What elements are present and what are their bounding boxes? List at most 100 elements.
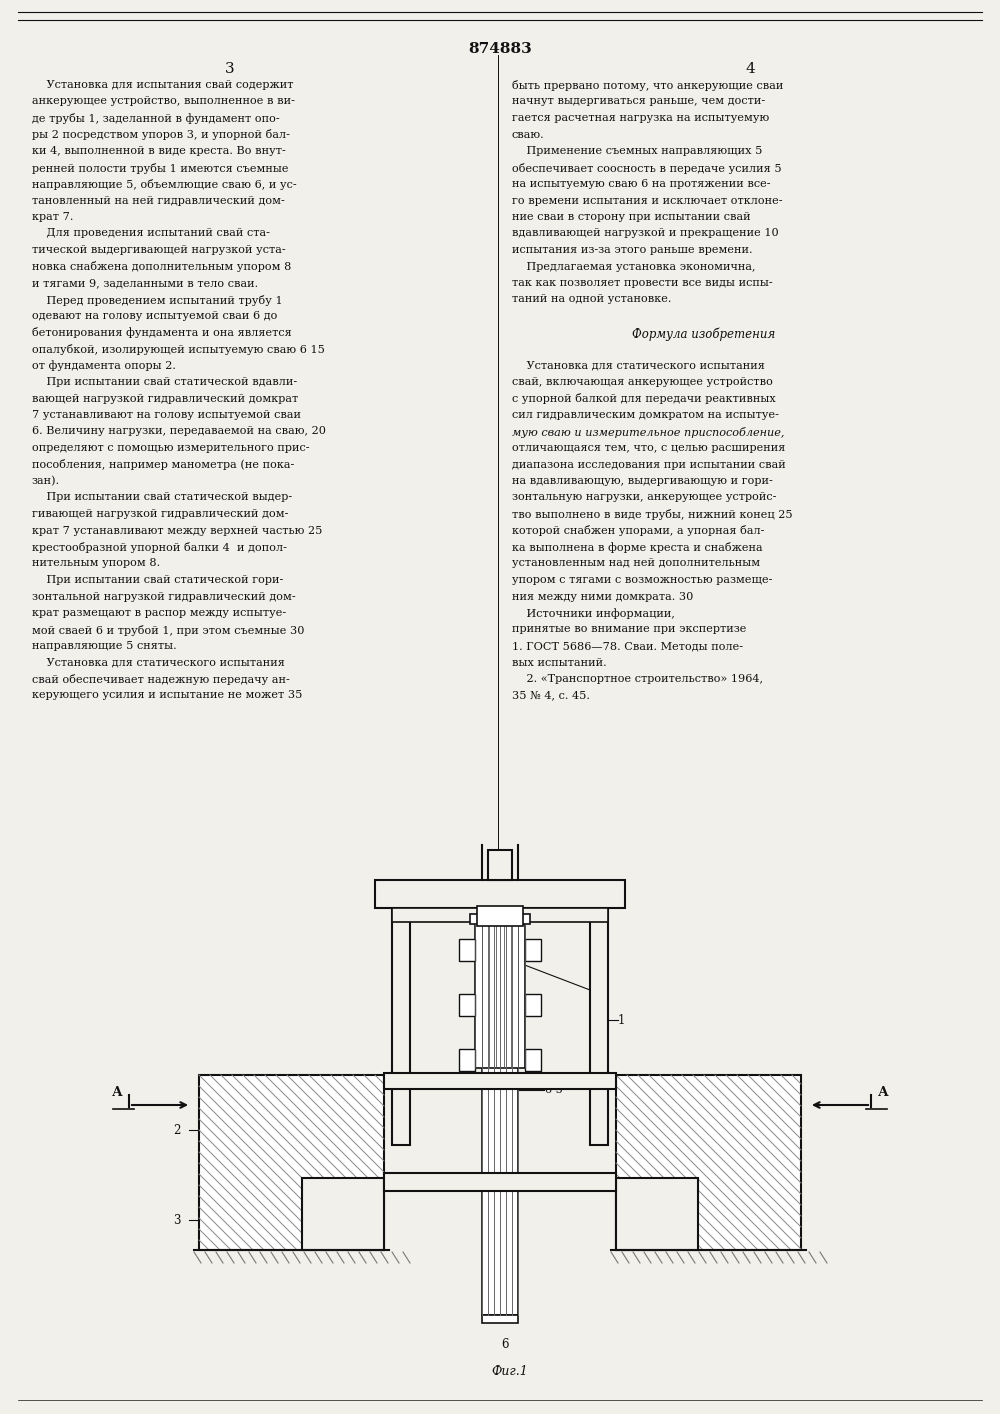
Text: упором с тягами с возможностью размеще-: упором с тягами с возможностью размеще- bbox=[512, 575, 772, 585]
Text: Применение съемных направляющих 5: Применение съемных направляющих 5 bbox=[512, 146, 762, 156]
Text: Формула изобретения: Формула изобретения bbox=[632, 328, 775, 341]
Text: ры 2 посредством упоров 3, и упорной бал-: ры 2 посредством упоров 3, и упорной бал… bbox=[32, 130, 290, 140]
Text: нительным упором 8.: нительным упором 8. bbox=[32, 559, 160, 568]
Text: А: А bbox=[112, 1086, 122, 1100]
Text: крестообразной упорной балки 4  и допол-: крестообразной упорной балки 4 и допол- bbox=[32, 542, 287, 553]
Text: крат размещают в распор между испытуе-: крат размещают в распор между испытуе- bbox=[32, 608, 286, 618]
Text: начнут выдергиваться раньше, чем дости-: начнут выдергиваться раньше, чем дости- bbox=[512, 96, 765, 106]
Text: сил гидравлическим домкратом на испытуе-: сил гидравлическим домкратом на испытуе- bbox=[512, 410, 779, 420]
Bar bbox=[384, 1073, 616, 1089]
Text: ние сваи в сторону при испытании свай: ние сваи в сторону при испытании свай bbox=[512, 212, 751, 222]
Bar bbox=[470, 913, 530, 923]
Text: крат 7 устанавливают между верхней частью 25: крат 7 устанавливают между верхней часть… bbox=[32, 526, 322, 536]
Text: зонтальной нагрузкой гидравлический дом-: зонтальной нагрузкой гидравлический дом- bbox=[32, 591, 296, 601]
Text: установленным над ней дополнительным: установленным над ней дополнительным bbox=[512, 559, 760, 568]
Text: которой снабжен упорами, а упорная бал-: которой снабжен упорами, а упорная бал- bbox=[512, 526, 764, 536]
Bar bbox=[525, 1049, 541, 1070]
Text: вых испытаний.: вых испытаний. bbox=[512, 658, 607, 667]
Text: Источники информации,: Источники информации, bbox=[512, 608, 675, 619]
Text: на испытуемую сваю 6 на протяжении все-: на испытуемую сваю 6 на протяжении все- bbox=[512, 180, 770, 189]
Bar bbox=[525, 994, 541, 1017]
Text: Установка для испытания свай содержит: Установка для испытания свай содержит bbox=[32, 81, 294, 90]
Text: 1. ГОСТ 5686—78. Сваи. Методы поле-: 1. ГОСТ 5686—78. Сваи. Методы поле- bbox=[512, 641, 743, 650]
Text: испытания из-за этого раньше времени.: испытания из-за этого раньше времени. bbox=[512, 245, 753, 255]
Bar bbox=[392, 908, 608, 922]
Text: Установка для статического испытания: Установка для статического испытания bbox=[32, 658, 285, 667]
Text: ки 4, выполненной в виде креста. Во внут-: ки 4, выполненной в виде креста. Во внут… bbox=[32, 146, 286, 156]
Text: отличающаяся тем, что, с целью расширения: отличающаяся тем, что, с целью расширени… bbox=[512, 443, 785, 452]
Bar bbox=[302, 1178, 384, 1250]
Text: ка выполнена в форме креста и снабжена: ка выполнена в форме креста и снабжена bbox=[512, 542, 763, 553]
Text: зан).: зан). bbox=[32, 477, 60, 486]
Text: го времени испытания и исключает отклоне-: го времени испытания и исключает отклоне… bbox=[512, 195, 782, 205]
Text: на вдавливающую, выдергивающую и гори-: на вдавливающую, выдергивающую и гори- bbox=[512, 477, 773, 486]
Text: При испытании свай статической вдавли-: При испытании свай статической вдавли- bbox=[32, 378, 297, 387]
Text: 4: 4 bbox=[595, 906, 602, 919]
Text: Предлагаемая установка экономична,: Предлагаемая установка экономична, bbox=[512, 262, 756, 271]
Bar bbox=[384, 1174, 616, 1191]
Text: гивающей нагрузкой гидравлический дом-: гивающей нагрузкой гидравлический дом- bbox=[32, 509, 288, 519]
Bar bbox=[375, 880, 625, 908]
Text: направляющие 5, объемлющие сваю 6, и ус-: направляющие 5, объемлющие сваю 6, и ус- bbox=[32, 180, 297, 189]
Text: одевают на голову испытуемой сваи 6 до: одевают на голову испытуемой сваи 6 до bbox=[32, 311, 277, 321]
Bar bbox=[590, 908, 608, 1145]
Bar bbox=[616, 1178, 698, 1250]
Text: 7 устанавливают на голову испытуемой сваи: 7 устанавливают на голову испытуемой сва… bbox=[32, 410, 301, 420]
Bar bbox=[392, 908, 410, 1145]
Text: от фундамента опоры 2.: от фундамента опоры 2. bbox=[32, 361, 176, 372]
Bar bbox=[616, 1075, 801, 1250]
Text: Фиг.1: Фиг.1 bbox=[492, 1365, 528, 1379]
Text: 6. Величину нагрузки, передаваемой на сваю, 20: 6. Величину нагрузки, передаваемой на св… bbox=[32, 427, 326, 437]
Text: крат 7.: крат 7. bbox=[32, 212, 73, 222]
Bar bbox=[525, 939, 541, 962]
Text: сваю.: сваю. bbox=[512, 130, 545, 140]
Text: обеспечивает соосность в передаче усилия 5: обеспечивает соосность в передаче усилия… bbox=[512, 163, 782, 174]
Text: Установка для статического испытания: Установка для статического испытания bbox=[512, 361, 765, 370]
Text: мую сваю и измерительное приспособление,: мую сваю и измерительное приспособление, bbox=[512, 427, 784, 437]
Text: ния между ними домкрата. 30: ния между ними домкрата. 30 bbox=[512, 591, 693, 601]
Text: тво выполнено в виде трубы, нижний конец 25: тво выполнено в виде трубы, нижний конец… bbox=[512, 509, 793, 520]
Text: тической выдергивающей нагрузкой уста-: тической выдергивающей нагрузкой уста- bbox=[32, 245, 286, 255]
Bar bbox=[482, 1315, 518, 1324]
Bar bbox=[475, 923, 525, 1068]
Text: тановленный на ней гидравлический дом-: тановленный на ней гидравлический дом- bbox=[32, 195, 285, 205]
Text: 3: 3 bbox=[225, 62, 235, 76]
Text: А: А bbox=[878, 1086, 888, 1100]
Text: 3: 3 bbox=[174, 1213, 181, 1226]
Text: определяют с помощью измерительного прис-: определяют с помощью измерительного прис… bbox=[32, 443, 310, 452]
Text: быть прервано потому, что анкерующие сваи: быть прервано потому, что анкерующие сва… bbox=[512, 81, 783, 90]
Text: При испытании свай статической выдер-: При испытании свай статической выдер- bbox=[32, 492, 292, 502]
Bar bbox=[459, 994, 475, 1017]
Text: новка снабжена дополнительным упором 8: новка снабжена дополнительным упором 8 bbox=[32, 262, 291, 273]
Text: так как позволяет провести все виды испы-: так как позволяет провести все виды испы… bbox=[512, 279, 773, 288]
Text: керующего усилия и испытание не может 35: керующего усилия и испытание не может 35 bbox=[32, 690, 302, 700]
Bar bbox=[488, 850, 512, 880]
Text: пособления, например манометра (не пока-: пособления, например манометра (не пока- bbox=[32, 460, 294, 471]
Text: 6: 6 bbox=[501, 1339, 509, 1352]
Text: ренней полости трубы 1 имеются съемные: ренней полости трубы 1 имеются съемные bbox=[32, 163, 288, 174]
Text: Для проведения испытаний свай ста-: Для проведения испытаний свай ста- bbox=[32, 229, 270, 239]
Text: диапазона исследования при испытании свай: диапазона исследования при испытании сва… bbox=[512, 460, 786, 469]
Text: При испытании свай статической гори-: При испытании свай статической гори- bbox=[32, 575, 283, 585]
Text: и тягами 9, заделанными в тело сваи.: и тягами 9, заделанными в тело сваи. bbox=[32, 279, 258, 288]
Text: 35 № 4, с. 45.: 35 № 4, с. 45. bbox=[512, 690, 590, 700]
Text: анкерующее устройство, выполненное в ви-: анкерующее устройство, выполненное в ви- bbox=[32, 96, 295, 106]
Text: вдавливающей нагрузкой и прекращение 10: вдавливающей нагрузкой и прекращение 10 bbox=[512, 229, 779, 239]
Text: бетонирования фундамента и она является: бетонирования фундамента и она является bbox=[32, 328, 292, 338]
Text: вающей нагрузкой гидравлический домкрат: вающей нагрузкой гидравлический домкрат bbox=[32, 393, 298, 403]
Bar bbox=[477, 906, 523, 926]
Text: 7: 7 bbox=[590, 984, 598, 997]
Bar bbox=[459, 939, 475, 962]
Text: гается расчетная нагрузка на испытуемую: гается расчетная нагрузка на испытуемую bbox=[512, 113, 769, 123]
Text: таний на одной установке.: таний на одной установке. bbox=[512, 294, 671, 304]
Text: 2. «Транспортное строительство» 1964,: 2. «Транспортное строительство» 1964, bbox=[512, 674, 763, 684]
Text: зонтальную нагрузки, анкерующее устройс-: зонтальную нагрузки, анкерующее устройс- bbox=[512, 492, 776, 502]
Text: направляющие 5 сняты.: направляющие 5 сняты. bbox=[32, 641, 177, 650]
Text: 6 5: 6 5 bbox=[545, 1085, 563, 1094]
Bar bbox=[199, 1075, 384, 1250]
Text: 874883: 874883 bbox=[468, 42, 532, 57]
Text: опалубкой, изолирующей испытуемую сваю 6 15: опалубкой, изолирующей испытуемую сваю 6… bbox=[32, 344, 325, 355]
Text: 4: 4 bbox=[745, 62, 755, 76]
Text: 2: 2 bbox=[174, 1124, 181, 1137]
Text: Перед проведением испытаний трубу 1: Перед проведением испытаний трубу 1 bbox=[32, 294, 283, 305]
